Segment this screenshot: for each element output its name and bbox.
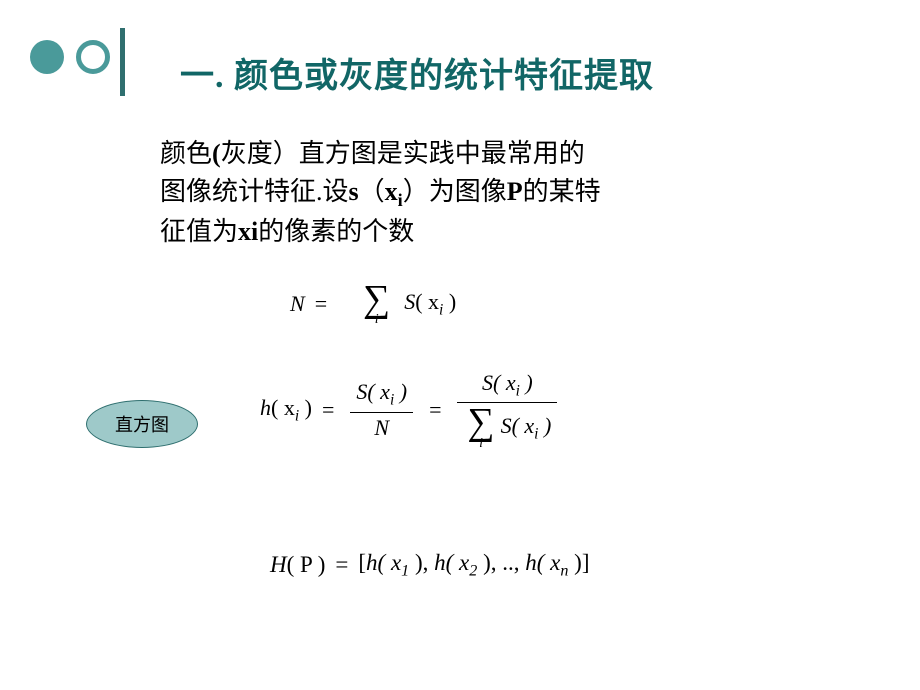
fraction-2: S( xi ) ∑ i S( xi ) (457, 370, 557, 450)
callout-bubble: 直方图 (86, 400, 198, 448)
f1-S: S (404, 289, 415, 314)
body-s: s (349, 177, 359, 206)
f3-eq: = (335, 552, 348, 578)
circle-solid-icon (30, 40, 64, 74)
f2-den1: N (368, 415, 395, 441)
body-paren-open: ( (212, 139, 221, 168)
f3-c2: ), .., (477, 550, 525, 575)
callout-label: 直方图 (115, 411, 169, 437)
body-xi: xi (238, 217, 258, 246)
f3-open: [ (358, 550, 366, 575)
sigma-sub: i (375, 314, 379, 327)
fraction-1: S( xi ) N (350, 379, 413, 440)
f2-num2: S( xi ) (482, 370, 533, 395)
f3-c1: ), (409, 550, 434, 575)
body-P: P (507, 177, 523, 206)
fraction-line-icon (350, 412, 413, 413)
f2-eq1: = (322, 397, 334, 423)
body-paren2: （ (359, 177, 385, 206)
f1-close: ) (443, 289, 456, 314)
slide-title: 一. 颜色或灰度的统计特征提取 (180, 48, 654, 97)
sigma-icon: ∑ (363, 282, 390, 316)
body-paragraph: 颜色(灰度）直方图是实践中最常用的 图像统计特征.设s（ xi ）为图像P的某特 征… (160, 135, 780, 251)
formula-N: N = ∑ i S( x i ) (290, 282, 550, 327)
body-text-1: 颜色 (160, 139, 212, 168)
f3-sub1: 1 (401, 563, 409, 580)
body-text-4: 为图像 (429, 177, 507, 206)
body-text-6: 征值为 (160, 217, 238, 246)
f3-h1: h( x (366, 550, 401, 575)
f2-close: ) (299, 395, 312, 420)
f3-h2: h( x (434, 550, 469, 575)
body-text-3: 图像统计特征.设 (160, 177, 349, 206)
body-paren2-close: ） (403, 177, 429, 206)
slide: 一. 颜色或灰度的统计特征提取 颜色(灰度）直方图是实践中最常用的 图像统计特征… (0, 0, 920, 690)
formula-h: h( xi ) = S( xi ) N = S( xi ) ∑ i (260, 370, 670, 450)
f2-num1: S( xi ) (356, 379, 407, 404)
f2-den2: ∑ i S( xi ) (457, 405, 557, 450)
f3-hn: h( x (525, 550, 560, 575)
sigma-sub: i (479, 438, 483, 451)
body-text-7: 的像素的个数 (258, 217, 414, 246)
f1-eq: = (315, 291, 327, 317)
body-text-5: 的某特 (523, 177, 601, 206)
vertical-divider (120, 28, 125, 96)
f1-lhs: N (290, 291, 305, 317)
f3-P: ( P ) (287, 552, 326, 577)
sigma-block: ∑ i (363, 282, 390, 327)
f2-eq2: = (429, 397, 441, 423)
f3-H: H (270, 552, 287, 577)
f2-x: ( x (271, 395, 295, 420)
body-text-2: 灰度）直方图是实践中最常用的 (221, 139, 585, 168)
f2-h: h (260, 395, 271, 420)
f1-paren: ( x (415, 289, 439, 314)
sigma-icon: ∑ (467, 405, 494, 439)
circle-outline-icon (76, 40, 110, 74)
header-decoration (30, 40, 110, 74)
body-x: x (385, 177, 398, 206)
f3-close: )] (568, 550, 589, 575)
formula-H: H( P ) = [h( x1 ), h( x2 ), .., h( xn )] (270, 550, 670, 581)
